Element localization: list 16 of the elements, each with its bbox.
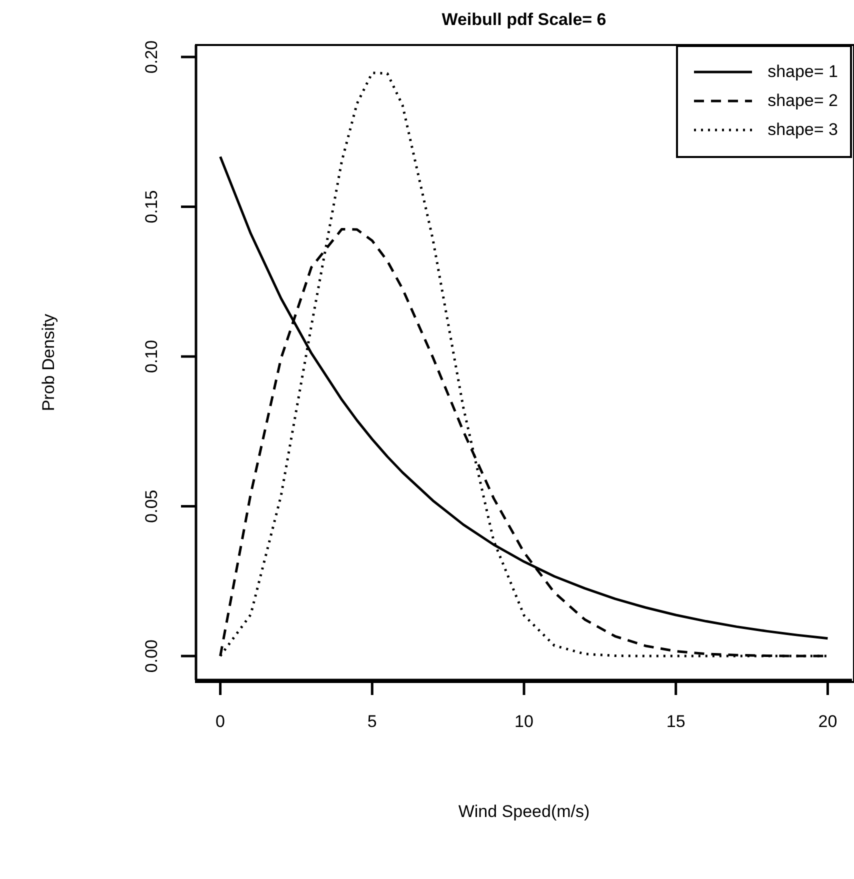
y-tick-label: 0.10	[142, 340, 161, 374]
y-axis-title: Prob Density	[39, 313, 58, 412]
y-tick-label: 0.00	[142, 639, 161, 673]
chart-title: Weibull pdf Scale= 6	[440, 10, 608, 30]
x-tick-label: 10	[514, 712, 534, 732]
legend-label: shape= 2	[768, 90, 838, 110]
y-tick-label: 0.20	[142, 40, 161, 74]
y-tick-label: 0.15	[142, 190, 161, 224]
x-tick-label: 20	[818, 712, 838, 732]
legend-label: shape= 3	[768, 120, 838, 140]
x-tick-label: 5	[367, 712, 377, 732]
y-tick-label: 0.05	[142, 490, 161, 523]
x-tick-label: 0	[216, 712, 226, 732]
x-axis-title: Wind Speed(m/s)	[458, 802, 590, 821]
x-tick-label: 15	[666, 712, 686, 732]
legend-label: shape= 1	[768, 62, 838, 82]
